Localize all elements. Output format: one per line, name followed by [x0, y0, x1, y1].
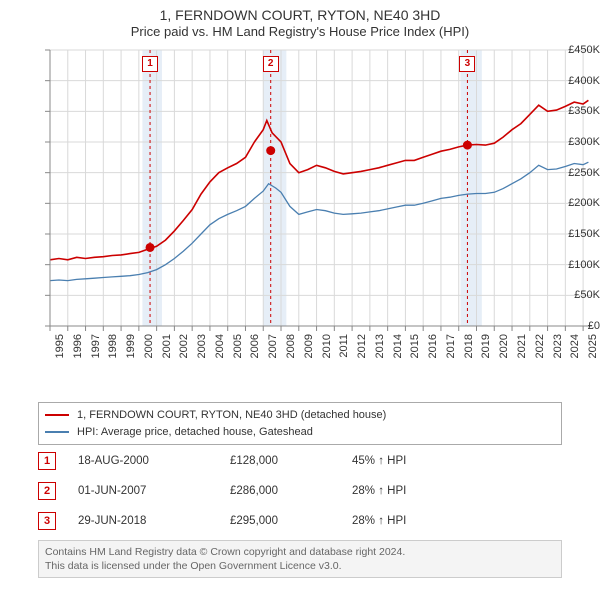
y-axis-label: £200K	[558, 197, 600, 209]
event-row: 3 29-JUN-2018 £295,000 28% ↑ HPI	[38, 506, 562, 536]
legend-row-1: 1, FERNDOWN COURT, RYTON, NE40 3HD (deta…	[45, 407, 555, 424]
y-axis-label: £250K	[558, 167, 600, 179]
x-axis-label: 2005	[232, 334, 244, 358]
y-axis-label: £50K	[558, 289, 600, 301]
legend-row-2: HPI: Average price, detached house, Gate…	[45, 424, 555, 441]
legend-swatch-1	[45, 414, 69, 416]
event-row: 1 18-AUG-2000 £128,000 45% ↑ HPI	[38, 446, 562, 476]
y-axis-label: £150K	[558, 228, 600, 240]
x-axis-label: 1998	[107, 334, 119, 358]
event-date: 01-JUN-2007	[78, 485, 208, 497]
y-axis-label: £300K	[558, 136, 600, 148]
event-date: 29-JUN-2018	[78, 515, 208, 527]
x-axis-label: 2020	[498, 334, 510, 358]
x-axis-label: 2003	[196, 334, 208, 358]
event-price: £295,000	[230, 515, 330, 527]
x-axis-label: 2021	[516, 334, 528, 358]
event-delta: 28% ↑ HPI	[352, 485, 562, 497]
x-axis-label: 2002	[178, 334, 190, 358]
footer-line-1: Contains HM Land Registry data © Crown c…	[45, 545, 555, 559]
x-axis-label: 2001	[161, 334, 173, 358]
x-axis-label: 2016	[427, 334, 439, 358]
x-axis-label: 2010	[321, 334, 333, 358]
y-axis-label: £350K	[558, 105, 600, 117]
event-date: 18-AUG-2000	[78, 455, 208, 467]
x-axis-label: 2017	[445, 334, 457, 358]
x-axis-label: 2014	[392, 334, 404, 358]
legend-label-1: 1, FERNDOWN COURT, RYTON, NE40 3HD (deta…	[77, 407, 386, 424]
x-axis-label: 2019	[480, 334, 492, 358]
chart-subtitle: Price paid vs. HM Land Registry's House …	[0, 24, 600, 43]
y-axis-label: £400K	[558, 75, 600, 87]
price-chart: £0 £50K £100K £150K £200K £250K £300K £350K £400…	[0, 44, 600, 394]
event-price: £128,000	[230, 455, 330, 467]
event-marker: 2	[38, 482, 56, 500]
x-axis-label: 2025	[587, 334, 599, 358]
event-marker: 3	[38, 512, 56, 530]
event-delta: 45% ↑ HPI	[352, 455, 562, 467]
x-axis-label: 1996	[72, 334, 84, 358]
x-axis-label: 1999	[125, 334, 137, 358]
chart-event-marker: 1	[142, 56, 158, 72]
y-axis-label: £450K	[558, 44, 600, 56]
legend-swatch-2	[45, 431, 69, 433]
x-axis-label: 2015	[409, 334, 421, 358]
x-axis-label: 2011	[338, 334, 350, 358]
x-axis-label: 1997	[90, 334, 102, 358]
x-axis-label: 1995	[54, 334, 66, 358]
x-axis-label: 2007	[267, 334, 279, 358]
legend: 1, FERNDOWN COURT, RYTON, NE40 3HD (deta…	[38, 402, 562, 445]
legend-label-2: HPI: Average price, detached house, Gate…	[77, 424, 313, 441]
event-marker: 1	[38, 452, 56, 470]
y-axis-label: £100K	[558, 259, 600, 271]
y-axis-label: £0	[558, 320, 600, 332]
footer-line-2: This data is licensed under the Open Gov…	[45, 559, 555, 573]
x-axis-label: 2018	[463, 334, 475, 358]
x-axis-label: 2023	[552, 334, 564, 358]
x-axis-label: 2008	[285, 334, 297, 358]
attribution-footer: Contains HM Land Registry data © Crown c…	[38, 540, 562, 578]
x-axis-label: 2000	[143, 334, 155, 358]
x-axis-label: 2022	[534, 334, 546, 358]
x-axis-label: 2013	[374, 334, 386, 358]
events-table: 1 18-AUG-2000 £128,000 45% ↑ HPI 2 01-JUN-200…	[38, 446, 562, 536]
x-axis-label: 2006	[249, 334, 261, 358]
event-price: £286,000	[230, 485, 330, 497]
x-axis-label: 2012	[356, 334, 368, 358]
x-axis-label: 2024	[569, 334, 581, 358]
x-axis-label: 2004	[214, 334, 226, 358]
chart-event-marker: 3	[459, 56, 475, 72]
event-delta: 28% ↑ HPI	[352, 515, 562, 527]
chart-event-marker: 2	[263, 56, 279, 72]
x-axis-label: 2009	[303, 334, 315, 358]
event-row: 2 01-JUN-2007 £286,000 28% ↑ HPI	[38, 476, 562, 506]
chart-title: 1, FERNDOWN COURT, RYTON, NE40 3HD	[0, 0, 600, 24]
